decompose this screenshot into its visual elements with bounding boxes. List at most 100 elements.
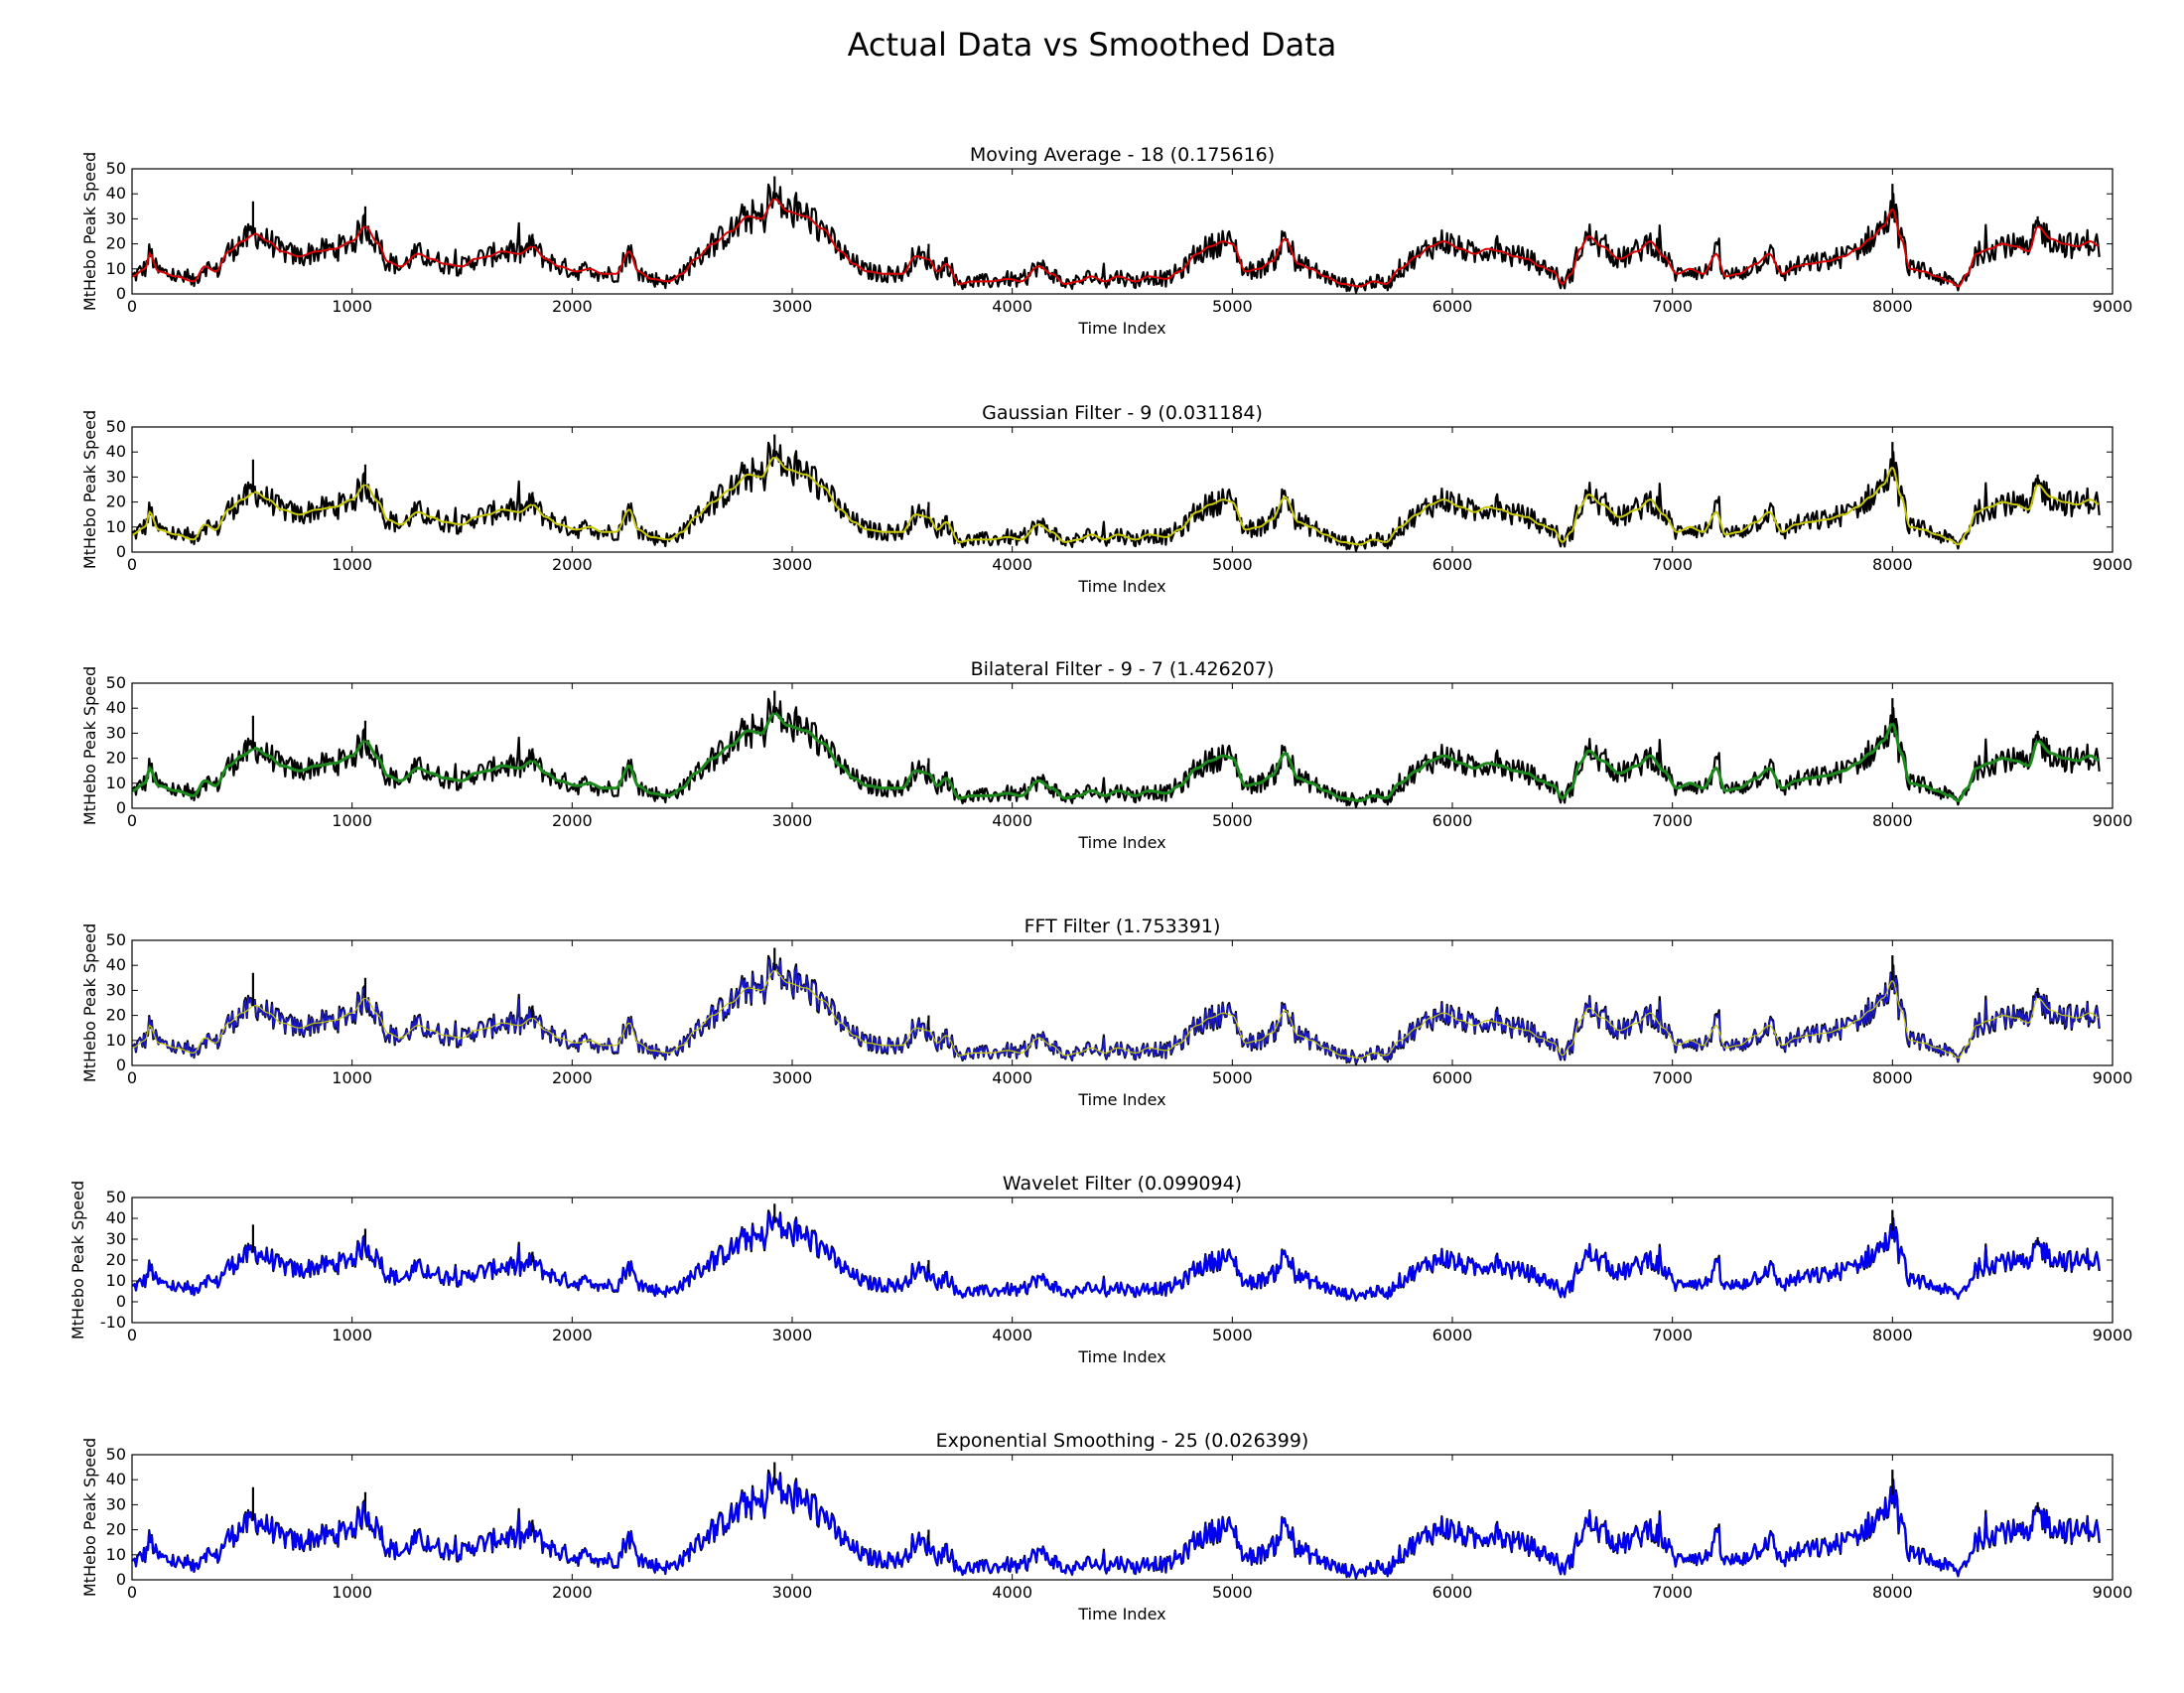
series-smoothed — [132, 1211, 2101, 1302]
y-tick-label: 10 — [106, 1031, 126, 1050]
x-tick-label: 4000 — [992, 555, 1032, 574]
y-tick-label: 0 — [116, 798, 126, 817]
y-axis-label: MtHebo Peak Speed — [68, 1181, 87, 1340]
x-tick-label: 8000 — [1872, 555, 1913, 574]
x-tick-label: 9000 — [2093, 811, 2133, 830]
y-axis-label: MtHebo Peak Speed — [80, 666, 99, 825]
x-tick-label: 5000 — [1212, 1068, 1253, 1087]
x-tick-label: 3000 — [772, 297, 813, 316]
y-tick-label: 50 — [106, 930, 126, 949]
y-tick-label: -10 — [100, 1313, 126, 1332]
axes-frame — [131, 939, 2114, 1066]
plot-area — [132, 690, 2101, 808]
axes-frame — [131, 682, 2114, 809]
y-tick-label: 30 — [106, 467, 126, 486]
subplot-6: 0 1000 2000 3000 4000 5000 6000 7000 8000 9000010… — [80, 1430, 2132, 1623]
y-tick-label: 50 — [106, 159, 126, 178]
x-tick-label: 8000 — [1872, 297, 1913, 316]
x-tick-label: 1000 — [332, 1583, 372, 1602]
x-tick-label: 9000 — [2093, 1326, 2133, 1344]
x-tick-label: 1000 — [332, 1068, 372, 1087]
x-axis-label: Time Index — [1077, 1090, 1165, 1109]
y-tick-label: 40 — [106, 955, 126, 974]
x-axis-label: Time Index — [1077, 1347, 1165, 1366]
x-tick-label: 1000 — [332, 1326, 372, 1344]
y-tick-label: 10 — [106, 1545, 126, 1564]
x-tick-label: 7000 — [1652, 1068, 1693, 1087]
y-tick-label: 40 — [106, 1208, 126, 1227]
y-tick-label: 20 — [106, 749, 126, 768]
subplot-title: FFT Filter (1.753391) — [1024, 916, 1221, 937]
x-tick-label: 7000 — [1652, 297, 1693, 316]
x-tick-label: 6000 — [1433, 1068, 1473, 1087]
x-tick-label: 1000 — [332, 811, 372, 830]
x-tick-label: 0 — [127, 811, 137, 830]
plot-area — [132, 947, 2101, 1065]
y-axis-label: MtHebo Peak Speed — [80, 923, 99, 1082]
x-tick-label: 7000 — [1652, 1583, 1693, 1602]
y-tick-label: 50 — [106, 1445, 126, 1464]
x-tick-label: 6000 — [1433, 555, 1473, 574]
x-tick-label: 9000 — [2093, 555, 2133, 574]
x-axis-label: Time Index — [1077, 319, 1165, 338]
x-tick-label: 5000 — [1212, 811, 1253, 830]
x-tick-label: 6000 — [1433, 811, 1473, 830]
y-tick-label: 0 — [116, 284, 126, 303]
x-tick-label: 4000 — [992, 811, 1032, 830]
y-axis-label: MtHebo Peak Speed — [80, 152, 99, 311]
x-tick-label: 2000 — [552, 555, 593, 574]
y-tick-label: 40 — [106, 1470, 126, 1488]
x-tick-label: 8000 — [1872, 811, 1913, 830]
subplot-2: 0 1000 2000 3000 4000 5000 6000 7000 8000 9000010… — [80, 402, 2132, 596]
y-tick-label: 20 — [106, 1250, 126, 1269]
y-tick-label: 40 — [106, 698, 126, 717]
plot-area — [132, 434, 2101, 552]
series-trend — [132, 969, 2100, 1058]
x-tick-label: 2000 — [552, 1068, 593, 1087]
subplot-3: 0 1000 2000 3000 4000 5000 6000 7000 8000 9000 0 10… — [80, 658, 2132, 852]
figure-title: Actual Data vs Smoothed Data — [847, 26, 1337, 64]
subplot-title: Wavelet Filter (0.099094) — [1003, 1173, 1242, 1195]
y-tick-label: 40 — [106, 442, 126, 461]
x-axis-label: Time Index — [1077, 833, 1165, 852]
y-tick-label: 10 — [106, 259, 126, 278]
x-tick-label: 3000 — [772, 1326, 813, 1344]
x-tick-label: 0 — [127, 1326, 137, 1344]
y-tick-label: 50 — [106, 673, 126, 692]
x-tick-label: 8000 — [1872, 1583, 1913, 1602]
subplot-5: 0 1000 2000 3000 4000 5000 6000 7000 8000 9000 -10… — [68, 1173, 2132, 1366]
axes-frame — [131, 426, 2114, 553]
series-actual — [132, 697, 2101, 808]
y-tick-label: 40 — [106, 184, 126, 203]
y-tick-label: 0 — [116, 1570, 126, 1589]
x-tick-label: 7000 — [1652, 555, 1693, 574]
x-tick-label: 7000 — [1652, 1326, 1693, 1344]
x-tick-label: 5000 — [1212, 1326, 1253, 1344]
y-tick-label: 0 — [116, 1292, 126, 1311]
x-tick-label: 9000 — [2093, 1068, 2133, 1087]
plot-area — [132, 1462, 2101, 1580]
x-tick-label: 8000 — [1872, 1068, 1913, 1087]
x-tick-label: 1000 — [332, 297, 372, 316]
y-tick-label: 30 — [106, 980, 126, 999]
x-tick-label: 5000 — [1212, 555, 1253, 574]
y-axis-label: MtHebo Peak Speed — [80, 1438, 99, 1597]
x-tick-label: 4000 — [992, 1068, 1032, 1087]
x-tick-label: 0 — [127, 297, 137, 316]
x-tick-label: 2000 — [552, 811, 593, 830]
series-smoothed — [132, 456, 2100, 546]
y-tick-label: 10 — [106, 774, 126, 792]
subplot-title: Bilateral Filter - 9 - 7 (1.426207) — [971, 658, 1275, 680]
x-axis-label: Time Index — [1077, 1605, 1165, 1623]
series-actual — [132, 183, 2101, 294]
y-tick-label: 30 — [106, 209, 126, 227]
subplot-title: Exponential Smoothing - 25 (0.026399) — [936, 1430, 1309, 1452]
x-tick-label: 9000 — [2093, 297, 2133, 316]
x-tick-label: 3000 — [772, 1583, 813, 1602]
y-tick-label: 0 — [116, 542, 126, 561]
y-tick-label: 10 — [106, 517, 126, 536]
y-tick-label: 10 — [106, 1271, 126, 1290]
y-axis-label: MtHebo Peak Speed — [80, 410, 99, 569]
x-tick-label: 1000 — [332, 555, 372, 574]
